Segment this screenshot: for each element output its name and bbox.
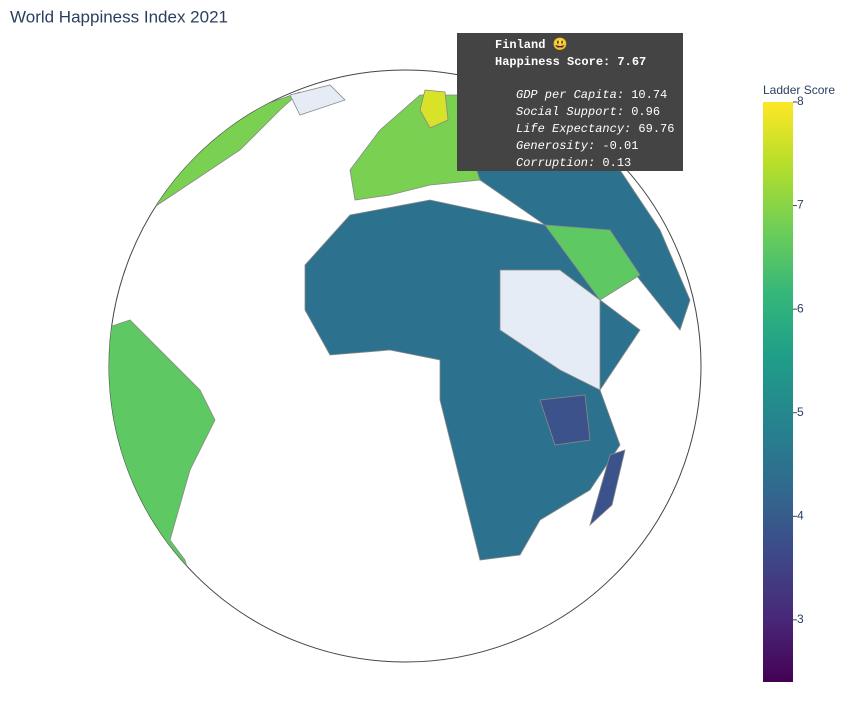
tooltip-label: Generosity:: [516, 139, 595, 153]
tooltip-value: 7.67: [617, 55, 646, 69]
colorbar-tick-label: 5: [797, 405, 804, 419]
chart-title: World Happiness Index 2021: [10, 7, 228, 26]
colorbar-tick-label: 8: [797, 94, 804, 108]
colorbar-tick-label: 7: [797, 198, 804, 212]
colorbar-tick-label: 4: [797, 508, 804, 522]
land: [589, 449, 626, 527]
colorbar-gradient: [763, 102, 793, 682]
tooltip-row: GDP per Capita: 10.74: [516, 88, 667, 102]
tooltip-value: 69.76: [638, 122, 674, 136]
tooltip-label: Corruption:: [516, 156, 595, 170]
tooltip-score: Happiness Score: 7.67: [495, 55, 646, 69]
colorbar-tick-label: 6: [797, 301, 804, 315]
land: [289, 84, 346, 116]
tooltip-row: Life Expectancy: 69.76: [516, 122, 674, 136]
tooltip-value: 10.74: [631, 88, 667, 102]
tooltip-value: 0.96: [631, 105, 660, 119]
land: [499, 269, 601, 391]
tooltip-country: Finland 😃: [495, 37, 568, 52]
land: [539, 394, 591, 446]
colorbar-tick-label: 3: [797, 612, 804, 626]
tooltip-label: GDP per Capita:: [516, 88, 624, 102]
colorbar-title: Ladder Score: [763, 83, 835, 97]
tooltip-row: Social Support: 0.96: [516, 105, 660, 119]
tooltip-label: Life Expectancy:: [516, 122, 631, 136]
tooltip-label: Happiness Score:: [495, 55, 610, 69]
globe: [108, 69, 702, 663]
colorbar: Ladder Score: [763, 83, 835, 682]
tooltip-label: Social Support:: [516, 105, 624, 119]
tooltip-box: [457, 33, 683, 171]
tooltip: Finland 😃 Happiness Score: 7.67 GDP per …: [457, 33, 683, 171]
land: [249, 659, 562, 662]
country-finland[interactable]: [419, 89, 449, 129]
tooltip-value: -0.01: [602, 139, 638, 153]
tooltip-row: Generosity: -0.01: [516, 139, 638, 153]
tooltip-row: Corruption: 0.13: [516, 156, 631, 170]
tooltip-value: 0.13: [602, 156, 631, 170]
